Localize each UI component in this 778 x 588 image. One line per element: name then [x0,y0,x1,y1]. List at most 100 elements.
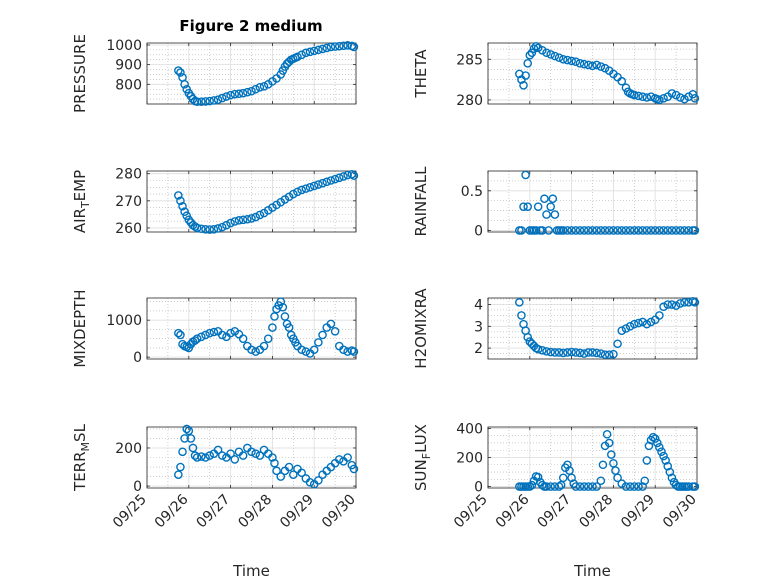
data-point [178,201,187,211]
y-axis-label-main: H2OMIXRA [412,288,430,369]
data-point [259,341,269,351]
data-point [690,298,700,307]
data-point [558,54,568,64]
data-point [349,42,359,52]
data-point [675,226,685,235]
subplot-theta: 280 285 THETA [412,41,700,109]
data-point [533,472,543,482]
data-point [297,185,306,195]
data-point [655,443,664,452]
data-point [690,226,700,235]
y-axis-label: SUNFLUX [412,424,433,491]
y-tick-label: 0 [474,223,483,239]
data-point [533,202,543,211]
data-point [596,62,606,71]
data-point [638,317,647,327]
data-point [680,94,689,104]
data-point [284,323,294,332]
data-point [579,349,589,358]
data-point [234,216,244,225]
data-point [230,89,240,99]
data-point [234,89,244,99]
data-point [519,80,528,90]
data-point [533,43,543,53]
data-point [339,345,348,355]
data-point [176,196,185,206]
data-point [630,319,639,329]
data-point [305,477,315,487]
data-point [558,226,568,235]
y-tick-label: 800 [115,77,142,93]
data-point [604,350,614,359]
data-point [630,90,639,100]
data-point [621,226,631,235]
data-point [238,451,248,460]
data-point [592,482,601,491]
data-point [318,178,327,188]
data-point [588,226,597,235]
data-point [174,191,183,200]
axes-box [487,42,698,105]
y-axis-label-main: TERR [71,451,89,492]
subplot-h2omixra: 2 3 4 H2OMIXRA [412,288,700,369]
axes-box [487,170,698,233]
data-point [314,338,323,347]
data-point [297,468,306,478]
data-point [638,482,647,491]
data-point [330,174,340,184]
data-point [667,226,677,235]
data-point [209,327,219,337]
data-point [343,170,352,180]
data-point [600,63,610,73]
data-point [270,312,279,321]
data-point [675,299,685,308]
data-point [184,426,194,436]
data-point [238,88,248,98]
data-point [596,349,606,358]
y-axis-label-main: PRESSURE [71,34,89,113]
y-axis-label-subscript: F [420,453,433,459]
axes-box [146,297,357,360]
data-point [663,226,673,235]
data-point [186,434,196,443]
data-point [625,226,635,235]
y-tick-label: 0.5 [461,184,483,200]
data-point [330,326,340,336]
data-point [255,210,265,220]
data-point [293,187,302,197]
data-point [309,46,319,56]
data-point [238,334,248,343]
data-point [255,82,265,92]
data-point [602,429,612,439]
data-point [567,473,576,483]
data-point [251,84,260,94]
data-point [276,297,286,306]
data-point [217,93,227,103]
data-point [176,462,185,472]
y-axis-label-main: THETA [412,49,430,99]
data-point [284,462,294,472]
data-point [174,66,183,75]
data-point [209,224,219,234]
data-point [600,350,610,359]
data-point [188,94,198,104]
data-point [201,330,210,340]
data-point [339,41,348,51]
data-point [584,348,593,357]
data-point [657,447,666,456]
data-point [579,59,589,69]
y-tick-label: 270 [115,194,142,210]
data-point [297,50,306,60]
data-point [634,91,643,101]
data-point [571,482,581,491]
x-axis-label: Time [573,562,611,580]
data-point [625,322,635,331]
data-point [238,215,248,225]
data-point [305,47,315,57]
data-point [205,328,214,338]
data-point [621,83,631,93]
data-point [571,226,581,235]
axes-box [146,426,357,489]
data-point [230,455,240,464]
y-tick-label: 260 [115,221,142,237]
